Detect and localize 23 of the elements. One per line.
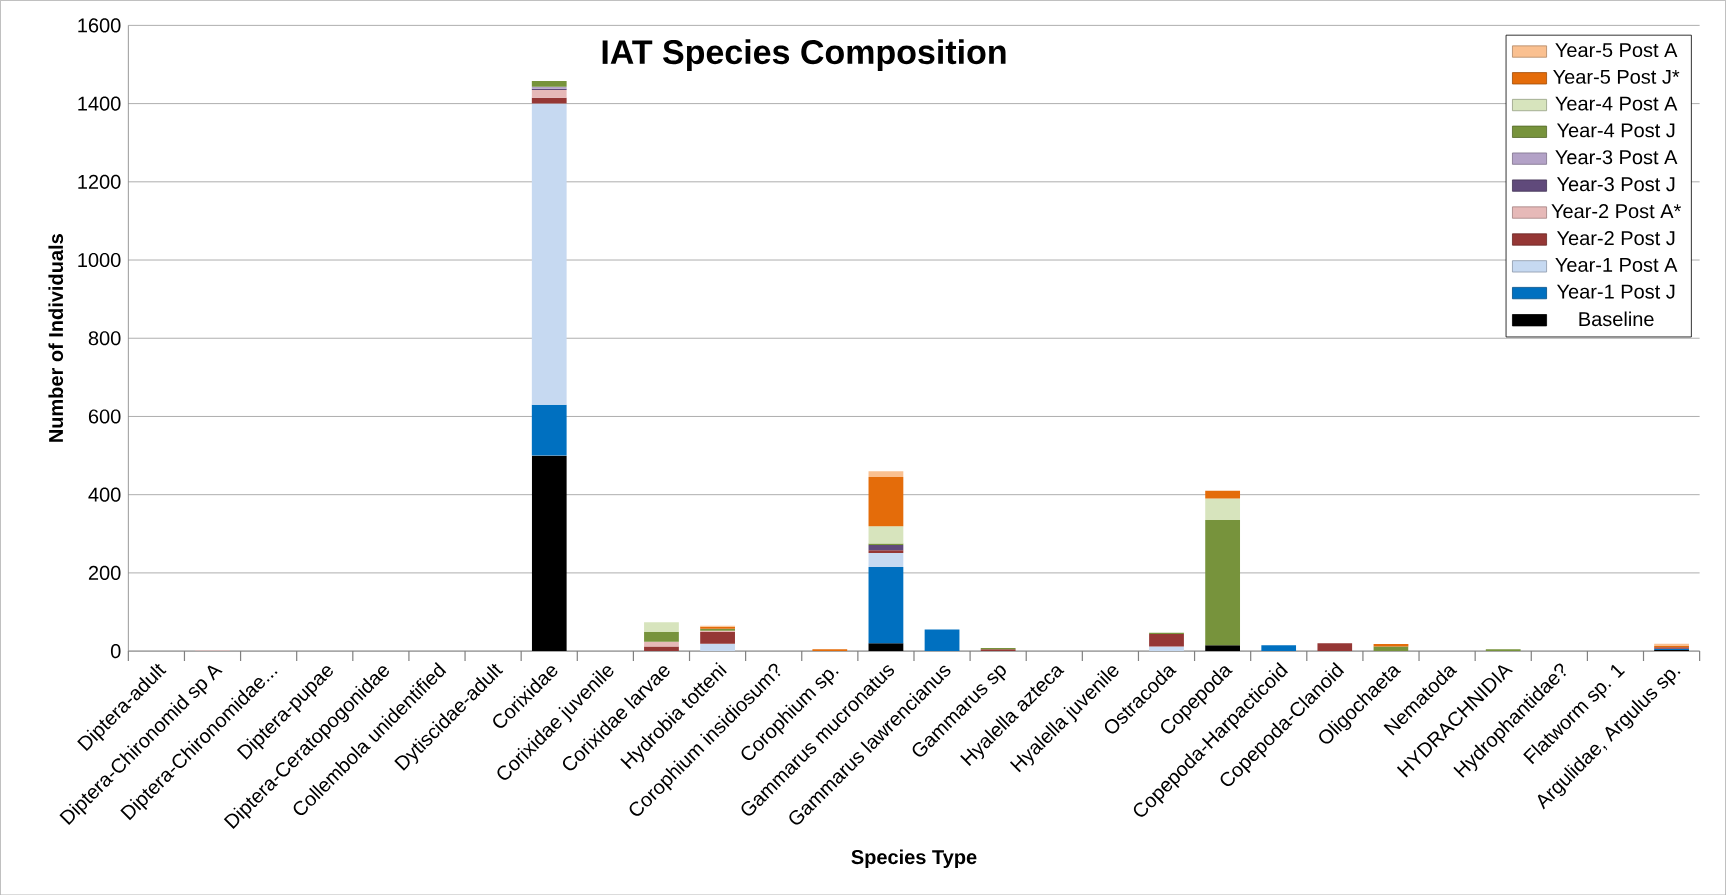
y-tick-label: 800 [88, 330, 121, 346]
y-tick-label: 400 [88, 487, 121, 502]
y-tick-label: 1400 [78, 96, 121, 111]
y-tick-label: 0 [110, 643, 121, 658]
legend-label: Year-3 Post A [1555, 149, 1678, 165]
legend-label: Year-4 Post J [1556, 123, 1675, 138]
y-tick-label: 1600 [78, 18, 121, 33]
legend-label: Year-4 Post A [1555, 96, 1678, 111]
legend-label: Year-3 Post J [1556, 176, 1675, 192]
legend-label: Year-5 Post J* [1553, 69, 1680, 84]
y-tick-label: 1200 [78, 174, 121, 189]
y-tick-label: 200 [88, 565, 121, 580]
legend-label: Baseline [1579, 311, 1654, 326]
legend-label: Year-2 Post A* [1551, 203, 1682, 219]
x-axis-title: Species Type [851, 849, 977, 868]
legend-label: Year-5 Post A [1555, 42, 1678, 57]
y-tick-label: 1000 [78, 252, 121, 267]
legend-label: Year-1 Post J [1556, 284, 1675, 299]
legend-label: Year-2 Post J [1556, 230, 1675, 245]
legend-label: Year-1 Post A [1555, 257, 1678, 272]
chart-title: IAT Species Composition [602, 39, 1006, 71]
y-tick-label: 600 [88, 409, 121, 424]
y-axis-title: Number of Individuals [48, 233, 64, 442]
